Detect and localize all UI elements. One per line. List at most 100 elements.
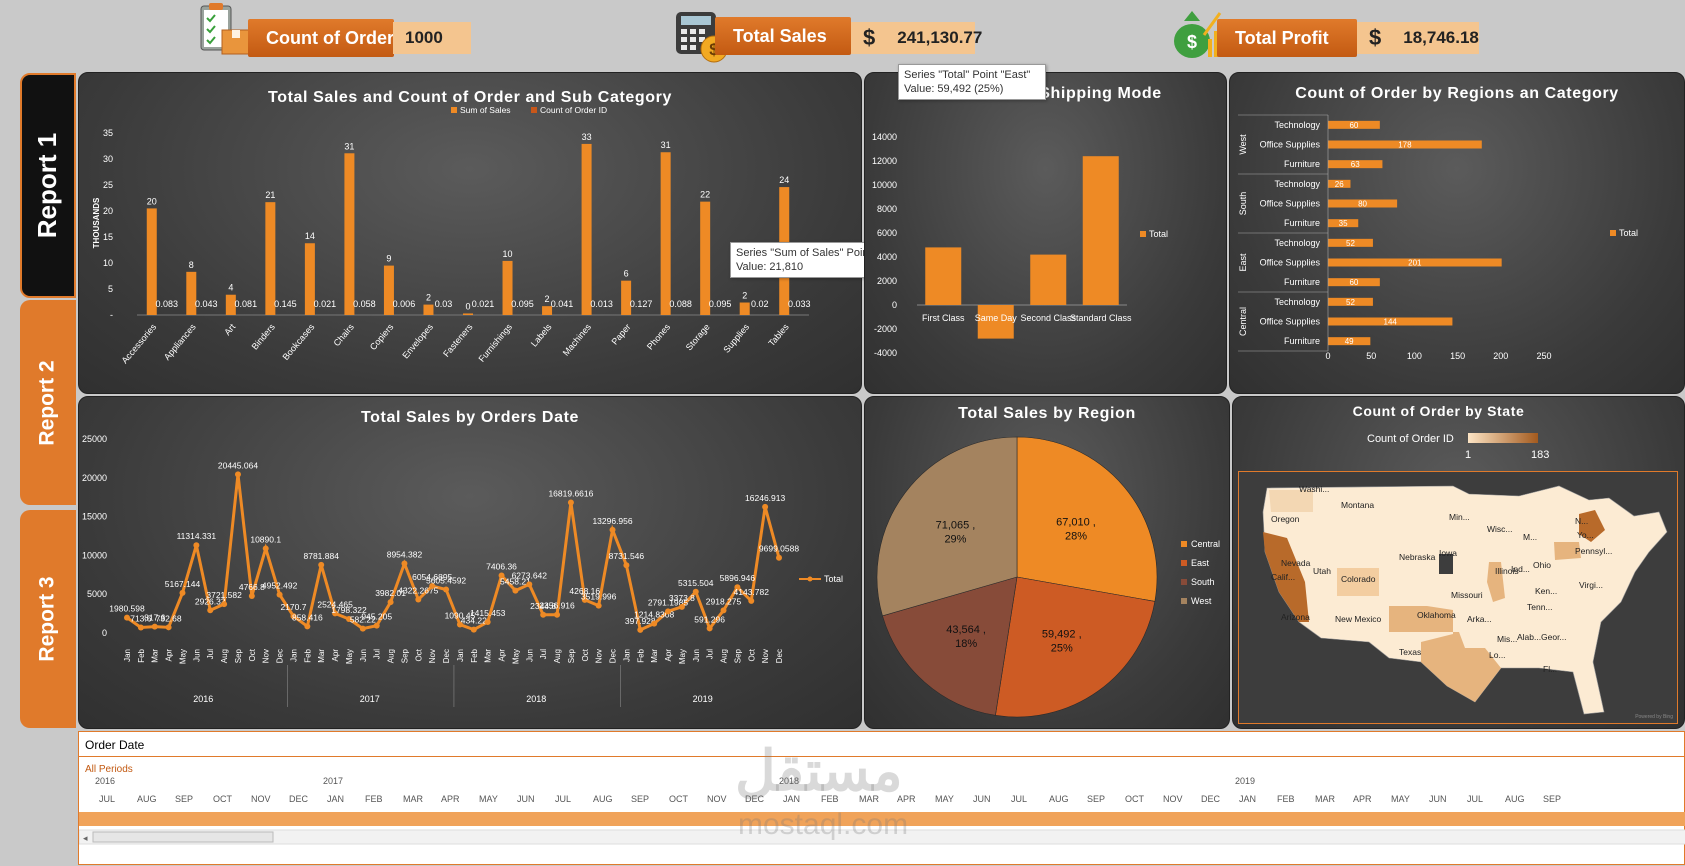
- point-data-label: 2524.465: [317, 599, 353, 609]
- count-data-label: 0.058: [353, 299, 376, 309]
- timeline-selection-bar: [79, 812, 1685, 826]
- timeline-month: MAY: [935, 794, 954, 804]
- point-data-label: 591.296: [694, 614, 725, 624]
- count-data-label: 0.03: [435, 299, 453, 309]
- state-label: Virgi...: [1579, 580, 1603, 590]
- x-tick-month: Mar: [650, 649, 659, 663]
- state-label: Ken...: [1535, 586, 1557, 596]
- state-label: Utah: [1313, 566, 1331, 576]
- bar-data-label: 26: [1335, 180, 1344, 189]
- point-data-label: 5315.504: [678, 578, 714, 588]
- money-bag-growth-icon: $: [1170, 5, 1226, 61]
- state-pennsylvania: [1554, 542, 1581, 560]
- y-tick-label: 20000: [82, 473, 107, 483]
- x-tick-month: Dec: [276, 649, 285, 663]
- x-tick-month: Apr: [664, 649, 673, 662]
- point-data-label: 1090.45: [445, 611, 476, 621]
- point-data-label: 3982.01: [375, 588, 406, 598]
- timeline-slicer[interactable]: Order Date All Periods 2016 2017 2018 2019 J…: [78, 731, 1685, 865]
- legend-swatch: [531, 107, 537, 113]
- series-point: [512, 587, 519, 594]
- bar-sum-of-sales: [383, 265, 394, 315]
- timeline-month: NOV: [707, 794, 727, 804]
- point-data-label: 2356.916: [539, 601, 575, 611]
- x-tick-label: Standard Class: [1070, 313, 1132, 323]
- x-tick-month: Sep: [567, 648, 576, 663]
- series-point: [665, 608, 672, 615]
- timeline-period[interactable]: All Periods: [85, 764, 133, 775]
- panel-orders-date: Total Sales by Orders Date 25000 20000 150…: [78, 396, 862, 729]
- x-tick-month: Sep: [733, 648, 742, 663]
- bar-region-category: [1328, 140, 1482, 149]
- state-label: Tenn...: [1527, 602, 1553, 612]
- point-data-label: 4766.8: [239, 582, 265, 592]
- x-tick-label: Supplies: [721, 321, 751, 354]
- bar-data-label: 2: [545, 294, 550, 304]
- map-area[interactable]: Washi... Montana Oregon Nevada Utah Calif... A…: [1238, 471, 1678, 724]
- timeline-month: MAR: [403, 794, 424, 804]
- bar-data-label: 22: [700, 190, 710, 200]
- series-point: [124, 614, 130, 621]
- y-tick-label: 25000: [82, 434, 107, 444]
- chart-title: Shipping Mode: [1039, 85, 1162, 102]
- point-data-label: 9699.0588: [759, 544, 799, 554]
- x-tick-month: Sep: [400, 648, 409, 663]
- x-tick-month: Jan: [456, 649, 465, 662]
- point-data-label: 434.22: [461, 616, 487, 626]
- count-data-label: 0.033: [788, 299, 811, 309]
- tab-report-1[interactable]: Report 1: [20, 73, 76, 298]
- bar-data-label: 35: [1339, 219, 1348, 228]
- chart-title: Total Sales and Count of Order and Sub C…: [268, 89, 672, 106]
- tab-report-3[interactable]: Report 3: [20, 510, 76, 728]
- x-tick-month: Feb: [137, 648, 146, 662]
- total-profit-label: Total Profit: [1217, 19, 1357, 57]
- timeline-month: MAY: [479, 794, 498, 804]
- tooltip-line: Value: 21,810: [736, 261, 804, 273]
- point-data-label: 732.68: [156, 613, 182, 623]
- tooltip-east: Series "Total" Point "East" Value: 59,49…: [898, 64, 1046, 100]
- point-data-label: 817.6: [144, 613, 166, 623]
- timeline-month: FEB: [365, 794, 383, 804]
- x-tick-label: Second Class: [1020, 313, 1076, 323]
- series-point: [179, 589, 186, 596]
- count-data-label: 0.021: [472, 299, 495, 309]
- x-tick-month: Aug: [220, 649, 229, 663]
- tab-report-2[interactable]: Report 2: [20, 300, 76, 505]
- y-tick-label: 20: [103, 206, 113, 216]
- timeline-month: OCT: [669, 794, 689, 804]
- state-label: Geor...: [1541, 632, 1567, 642]
- x-tick-month: Jun: [525, 649, 534, 662]
- chart-title: Count of Order by State: [1352, 403, 1525, 419]
- x-tick-month: Nov: [595, 649, 604, 663]
- x-tick-month: Sep: [234, 648, 243, 663]
- x-tick-month: Jul: [373, 649, 382, 659]
- timeline-month: OCT: [1125, 794, 1145, 804]
- map-legend-gradient: [1468, 433, 1538, 443]
- count-data-label: 0.013: [590, 299, 613, 309]
- bar-region-category: [1328, 199, 1398, 208]
- y-tick-label: 15: [103, 232, 113, 242]
- timeline-month: DEC: [289, 794, 309, 804]
- bar-sum-of-sales: [581, 143, 592, 315]
- point-data-label: 5605.4592: [426, 576, 466, 586]
- legend-label: Total: [1149, 229, 1168, 239]
- tooltip-line: Series "Total" Point "East": [904, 69, 1031, 81]
- bar-data-label: 49: [1345, 337, 1354, 346]
- pie-slice: [995, 576, 1156, 718]
- category-label: Technology: [1274, 297, 1320, 307]
- category-label: Office Supplies: [1260, 317, 1321, 327]
- x-tick-label: Copiers: [368, 321, 396, 352]
- x-tick-month: Dec: [775, 649, 784, 663]
- count-data-label: 0.041: [551, 299, 574, 309]
- x-tick-year: 2017: [360, 694, 380, 704]
- bar-data-label: 201: [1408, 259, 1422, 268]
- svg-text:$: $: [1187, 32, 1197, 52]
- bar-data-label: 60: [1349, 121, 1358, 130]
- category-label: Furniture: [1284, 159, 1320, 169]
- series-point: [526, 581, 533, 588]
- legend-swatch: [1181, 560, 1187, 566]
- panel-state-map: Count of Order by State Count of Order I…: [1232, 396, 1685, 729]
- bar-data-label: 52: [1346, 239, 1355, 248]
- series-point: [678, 603, 685, 610]
